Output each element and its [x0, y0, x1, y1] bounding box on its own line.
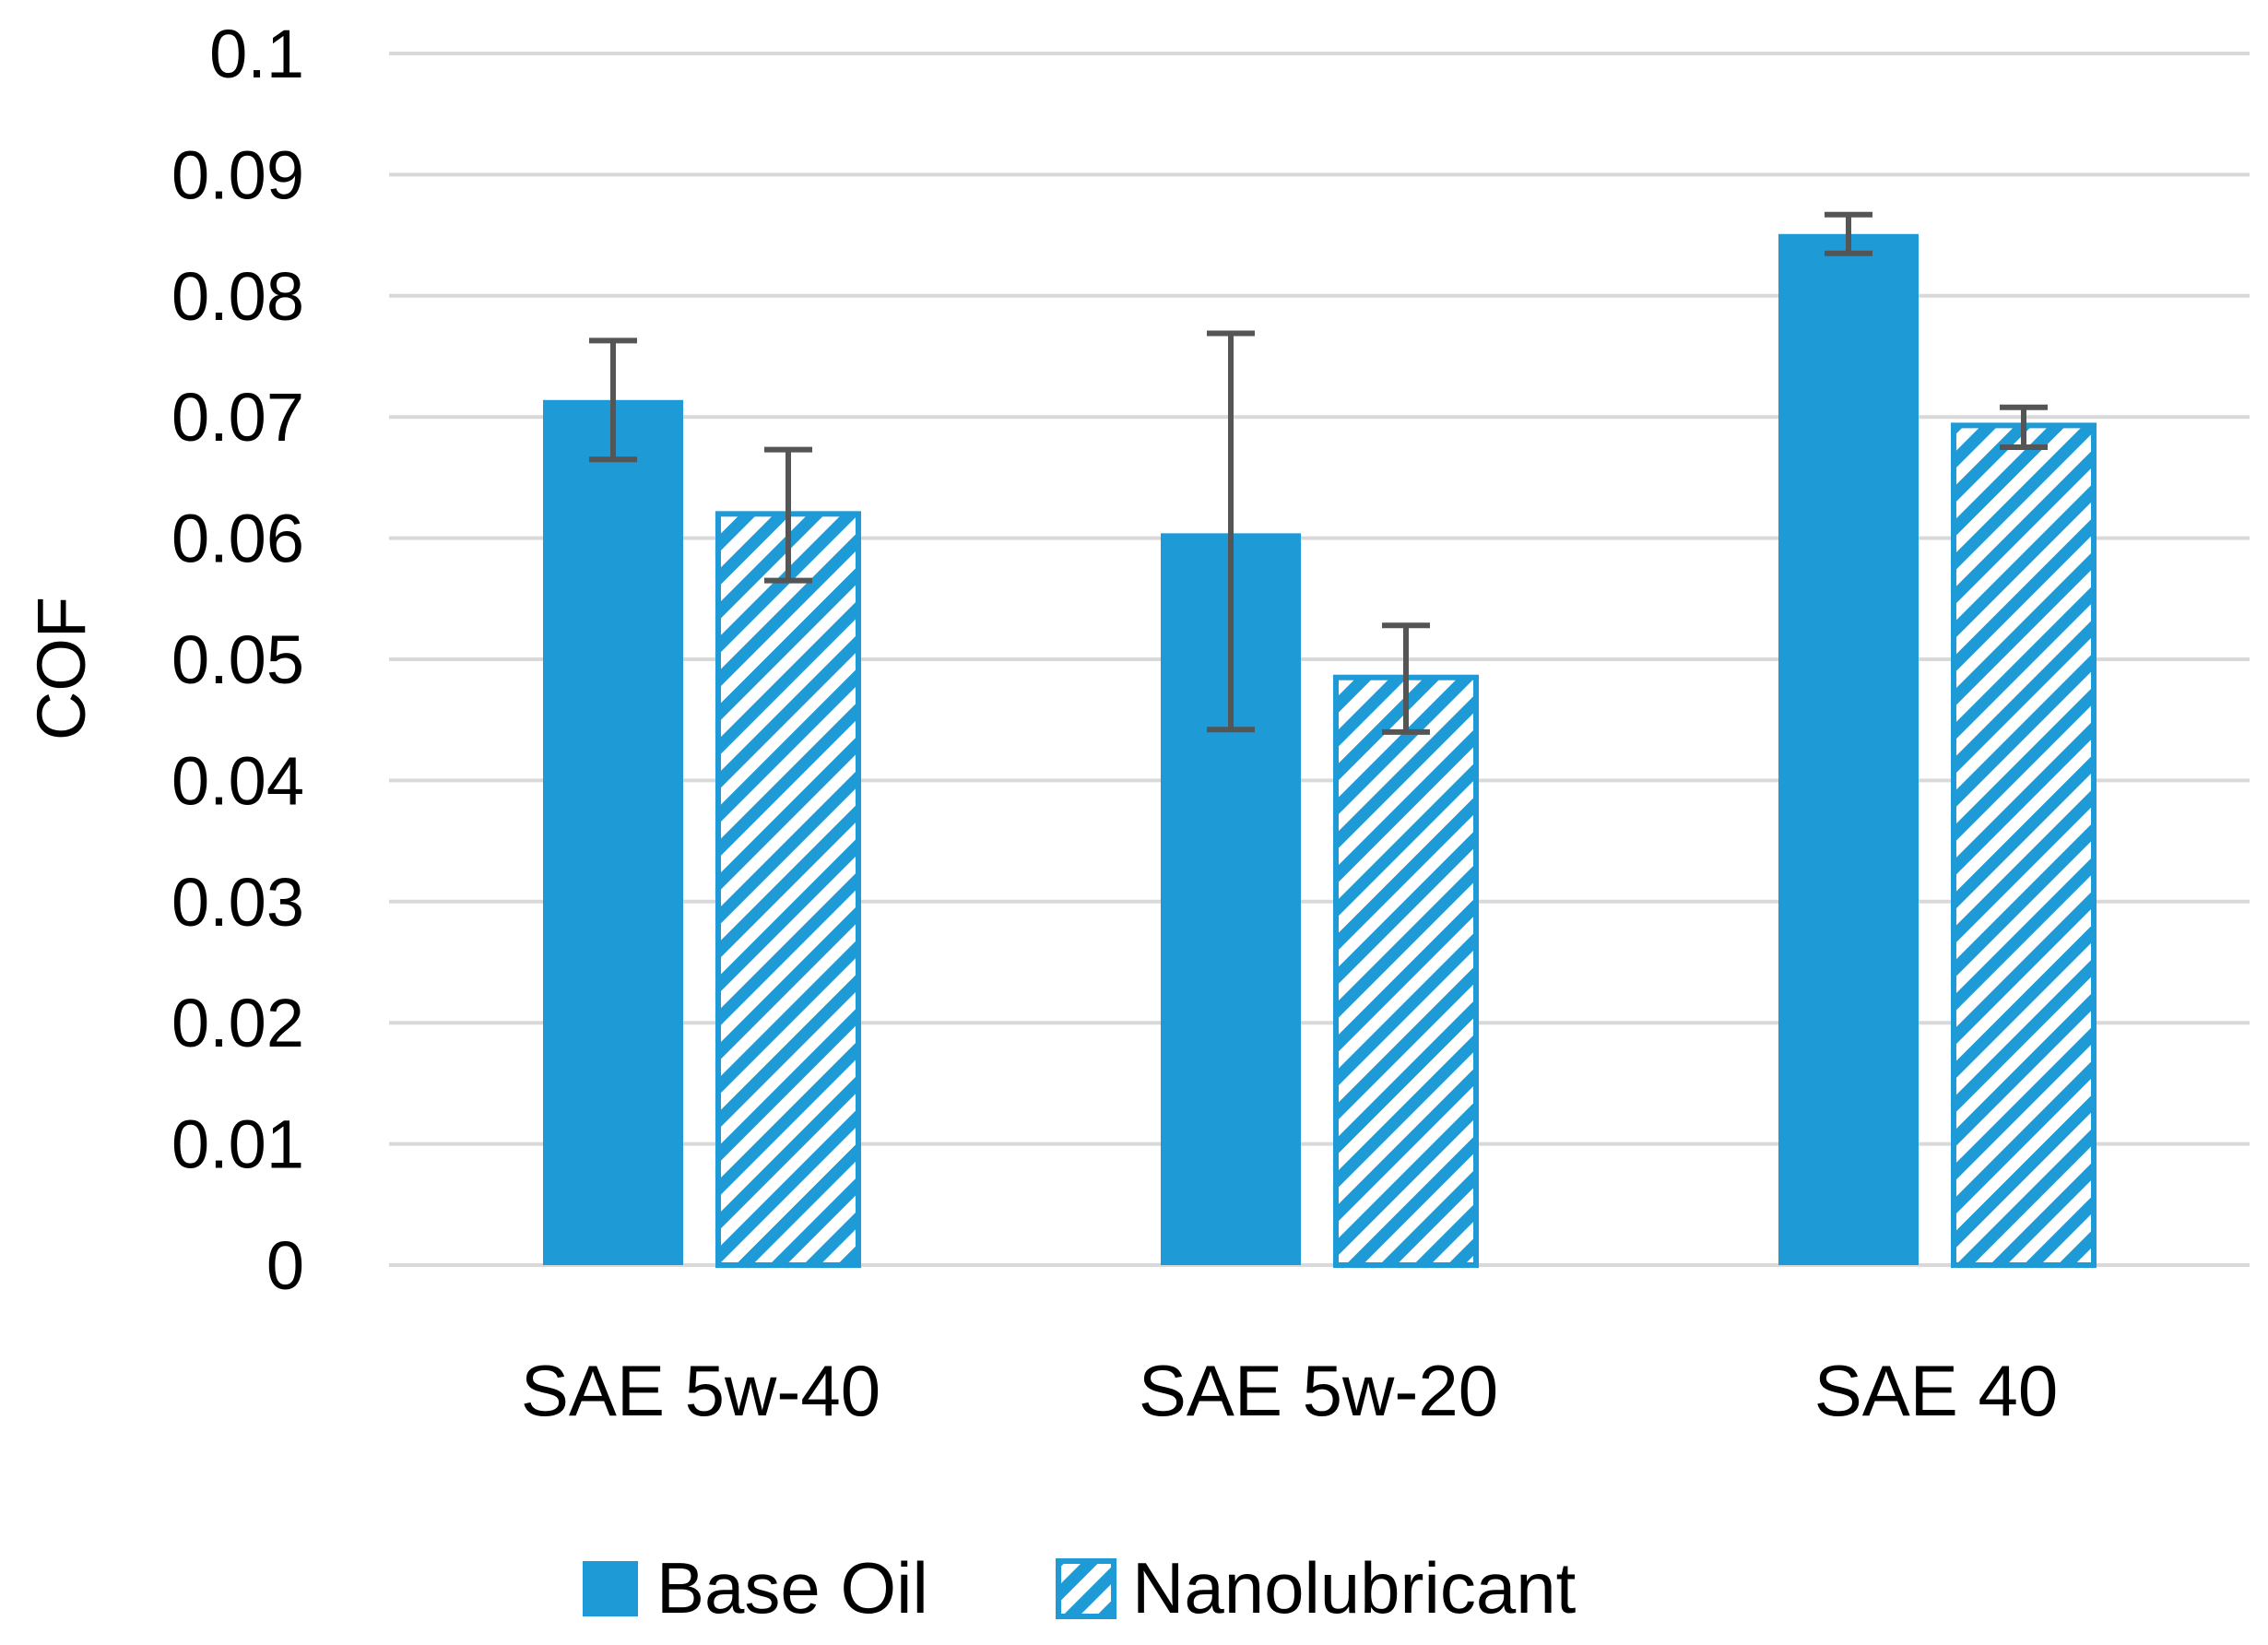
legend-swatch-hatched: [1056, 1558, 1116, 1619]
gridlines: [389, 52, 2250, 1267]
y-tick-label: 0.09: [171, 136, 304, 213]
legend-item: Nanolubricant: [1056, 1547, 1577, 1628]
y-axis-title: COF: [23, 597, 100, 740]
y-tick-label: 0.1: [209, 16, 304, 92]
y-tick-label: 0.05: [171, 621, 304, 698]
y-tick-label: 0.04: [171, 742, 304, 819]
legend-label: Nanolubricant: [1132, 1547, 1577, 1628]
legend: Base Oil Nanolubricant: [583, 1547, 1577, 1628]
y-tick-label: 0.02: [171, 985, 304, 1061]
y-tick-label: 0.06: [171, 501, 304, 577]
y-tick-label: 0.03: [171, 864, 304, 941]
error-bar: [2000, 404, 2048, 451]
error-bar: [764, 446, 812, 584]
bar-nanolubricant: [715, 511, 861, 1268]
error-bar: [1825, 211, 1872, 256]
legend-item: Base Oil: [583, 1547, 928, 1628]
x-category-label: SAE 5w-20: [1139, 1350, 1498, 1431]
y-axis-ticks: 0 0.01 0.02 0.03 0.04 0.05 0.06 0.07 0.08 0.09 0.1: [171, 16, 304, 1304]
error-bar: [1382, 622, 1430, 735]
error-bar: [1207, 330, 1255, 733]
legend-swatch-solid: [583, 1561, 638, 1616]
x-category-label: SAE 5w-40: [521, 1350, 880, 1431]
x-category-label: SAE 40: [1814, 1350, 2059, 1431]
bar-base-oil: [1778, 233, 1919, 1265]
y-tick-label: 0.01: [171, 1107, 304, 1183]
error-bars: [589, 211, 2048, 735]
bar-nanolubricant: [1951, 422, 2097, 1268]
x-axis-categories: SAE 5w-40 SAE 5w-20 SAE 40: [521, 1350, 2058, 1431]
y-tick-label: 0.08: [171, 258, 304, 335]
error-bar: [589, 337, 637, 463]
bars: [543, 233, 2097, 1268]
bar-nanolubricant: [1333, 674, 1479, 1268]
y-tick-label: 0.07: [171, 379, 304, 456]
y-tick-label: 0: [266, 1227, 304, 1304]
legend-label: Base Oil: [656, 1547, 928, 1628]
bar-base-oil: [543, 399, 683, 1266]
